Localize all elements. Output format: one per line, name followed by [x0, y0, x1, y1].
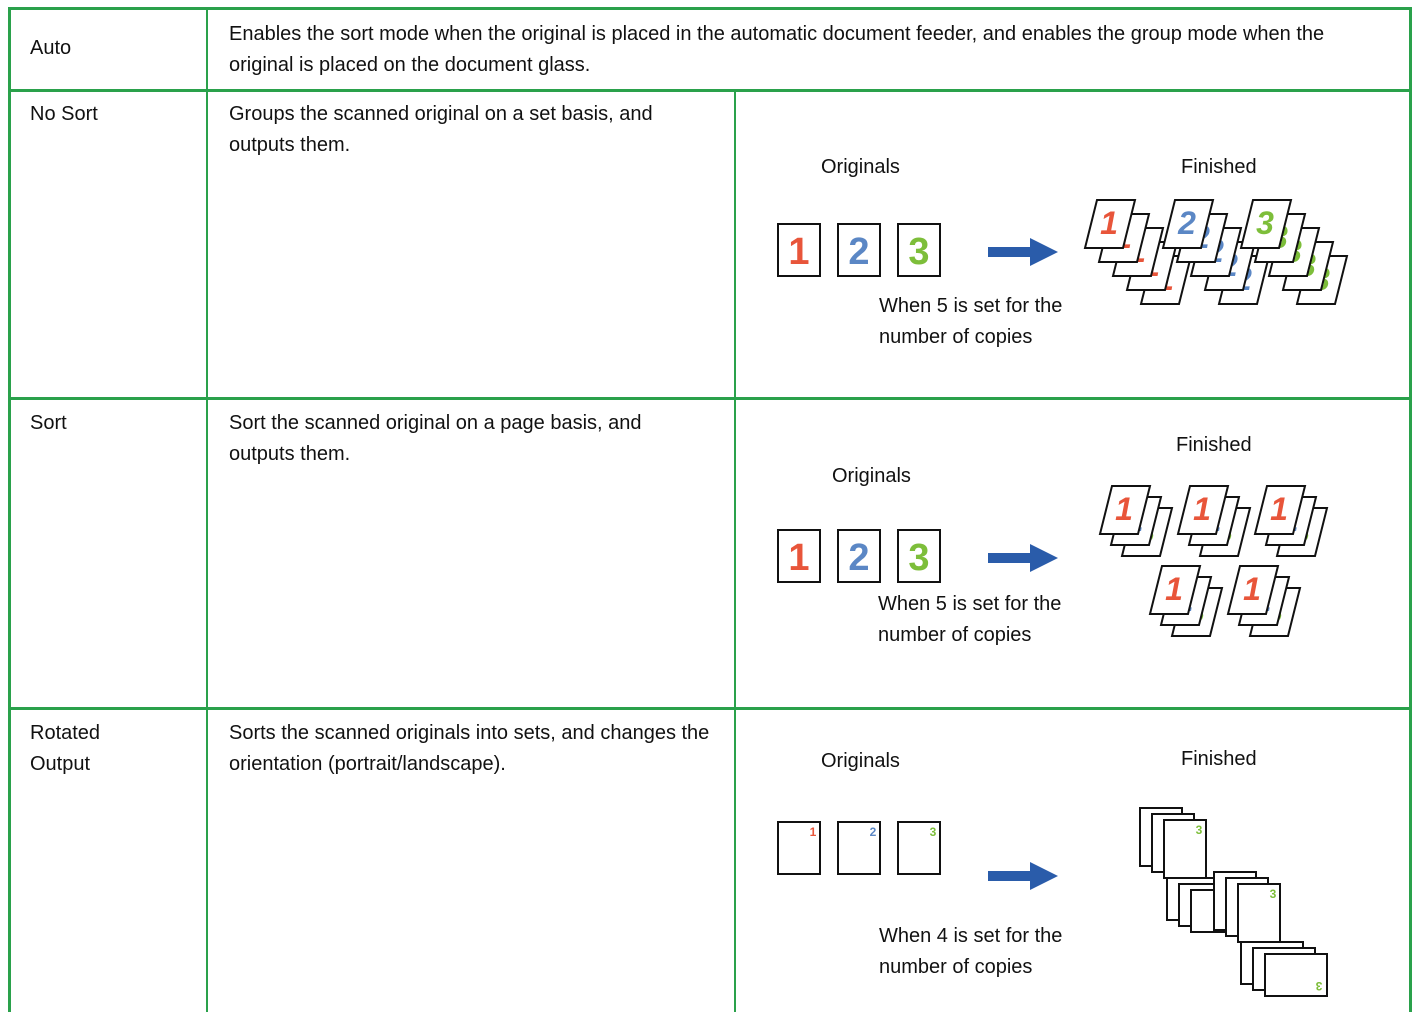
page-icon [837, 529, 881, 583]
note: When 5 is set for the number of copies [878, 593, 1062, 646]
table-border [734, 89, 736, 1012]
page-icon [837, 821, 881, 875]
mode: No Sort [30, 103, 98, 125]
arrow [1030, 238, 1058, 266]
mode: Sort [30, 412, 67, 434]
table-border [8, 707, 1412, 710]
page-number: 2 [848, 231, 869, 273]
page-icon [1264, 953, 1328, 997]
table-border [8, 7, 11, 1012]
arrow [988, 553, 1032, 563]
page-number: 3 [1315, 979, 1322, 993]
page-number: 1 [1115, 491, 1133, 527]
page-number: 3 [930, 825, 937, 839]
page-icon [1161, 199, 1215, 249]
page-number: 2 [848, 537, 869, 579]
page-icon [897, 529, 941, 583]
page-icon [837, 223, 881, 277]
page-icon [897, 223, 941, 277]
description: Sort the scanned original on a page basi… [229, 412, 642, 465]
page-icon [1239, 199, 1293, 249]
table-border [1409, 7, 1412, 1012]
originals-label: Originals [821, 156, 900, 178]
note: When 5 is set for the number of copies [879, 295, 1063, 348]
page-icon [1148, 565, 1202, 615]
page-number: 1 [788, 537, 809, 579]
page-icon [777, 223, 821, 277]
page-number: 1 [1243, 571, 1261, 607]
page-number: 1 [1165, 571, 1183, 607]
mode: Auto [30, 37, 72, 59]
page-icon [1253, 485, 1307, 535]
originals-label: Originals [821, 750, 900, 772]
page-number: 3 [908, 537, 929, 579]
page-icon [1226, 565, 1280, 615]
finished-label: Finished [1181, 156, 1257, 178]
page-number: 1 [788, 231, 809, 273]
page-icon [1237, 883, 1281, 943]
finished-label: Finished [1176, 434, 1252, 456]
page-icon [1098, 485, 1152, 535]
page-number: 1 [810, 825, 817, 839]
description: Enables the sort mode when the original … [229, 23, 1325, 76]
page-number: 1 [1100, 205, 1118, 241]
finished-label: Finished [1181, 748, 1257, 770]
page-number: 1 [1193, 491, 1211, 527]
note: When 4 is set for the number of copies [879, 925, 1063, 978]
page-icon [777, 529, 821, 583]
description: Sorts the scanned originals into sets, a… [229, 722, 710, 775]
page-number: 3 [908, 231, 929, 273]
arrow [1030, 862, 1058, 890]
page-number: 3 [1270, 887, 1277, 901]
mode: Rotated Output [30, 722, 101, 775]
page-number: 2 [1177, 205, 1196, 241]
table-border [8, 7, 1412, 10]
originals-label: Originals [832, 465, 911, 487]
page-icon [777, 821, 821, 875]
description: Groups the scanned original on a set bas… [229, 103, 653, 156]
arrow [988, 247, 1032, 257]
page-number: 1 [1270, 491, 1288, 527]
page-number: 2 [870, 825, 877, 839]
table-border [8, 397, 1412, 400]
page-number: 3 [1196, 823, 1203, 837]
arrow [1030, 544, 1058, 572]
arrow [988, 871, 1032, 881]
page-number: 3 [1256, 205, 1274, 241]
page-icon [1083, 199, 1137, 249]
page-icon [897, 821, 941, 875]
table-border [8, 89, 1412, 92]
page-icon [1176, 485, 1230, 535]
table-border [206, 7, 208, 1012]
